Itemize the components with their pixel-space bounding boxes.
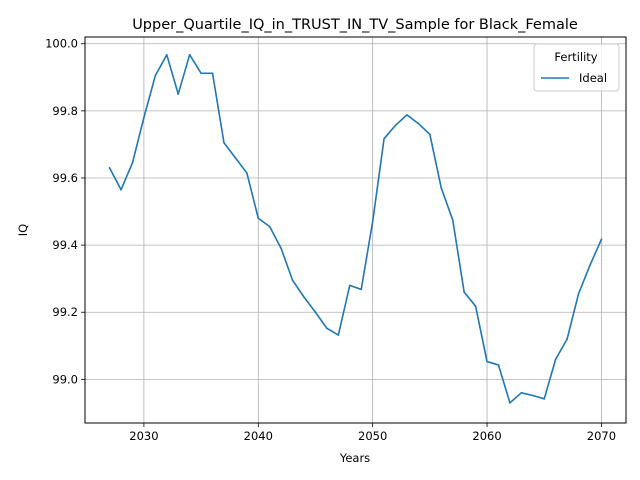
data-point [451, 219, 454, 221]
data-point [463, 291, 465, 293]
data-point [543, 398, 546, 400]
data-point [360, 288, 363, 291]
x-tick-label: 2030 [129, 429, 158, 443]
data-point [211, 72, 214, 75]
data-point [600, 238, 603, 241]
data-point [474, 305, 477, 307]
y-tick-label: 99.4 [52, 238, 78, 252]
data-point [131, 162, 134, 164]
y-tick-label: 99.2 [52, 305, 78, 319]
x-axis-label: Years [339, 451, 370, 465]
series-layer [108, 53, 603, 404]
y-axis-label: IQ [16, 224, 30, 236]
data-point [234, 157, 237, 159]
data-point [554, 358, 557, 361]
data-point [280, 247, 282, 250]
x-axis: 2030 2040 2050 2060 2070 [129, 423, 616, 443]
data-point [417, 122, 420, 125]
data-point [326, 327, 328, 330]
data-point [520, 391, 523, 394]
y-axis: 99.0 99.2 99.4 99.6 99.8 100.0 [45, 37, 85, 386]
data-point [371, 220, 374, 223]
data-point [120, 188, 122, 191]
x-tick-label: 2050 [358, 429, 387, 443]
data-point [291, 279, 294, 282]
data-point [223, 141, 225, 144]
data-point [246, 172, 248, 174]
data-point [531, 394, 534, 397]
y-tick-label: 99.0 [52, 372, 78, 386]
x-tick-label: 2070 [587, 429, 616, 443]
data-point [486, 360, 488, 363]
legend-entry-label: Ideal [579, 71, 607, 85]
data-point [348, 284, 351, 287]
data-point [188, 53, 191, 56]
data-point [337, 334, 340, 336]
data-point [497, 364, 500, 366]
data-point [566, 338, 568, 340]
y-tick-label: 99.6 [52, 171, 78, 185]
legend-title: Fertility [554, 50, 597, 64]
data-point [429, 133, 431, 136]
data-point [303, 296, 305, 298]
data-point [154, 74, 157, 77]
data-point [314, 311, 317, 314]
data-point [509, 402, 511, 404]
y-tick-label: 99.8 [52, 104, 78, 118]
plot-frame [84, 36, 627, 424]
data-point [577, 292, 580, 295]
data-point [257, 217, 260, 220]
data-point [108, 167, 111, 169]
data-point [383, 137, 385, 140]
legend-box [533, 43, 620, 92]
data-point [177, 93, 180, 95]
x-tick-label: 2040 [244, 429, 273, 443]
series-line-ideal [108, 53, 603, 404]
data-point [589, 264, 591, 267]
x-tick-label: 2060 [472, 429, 501, 443]
y-tick-label: 100.0 [45, 37, 78, 51]
data-point [165, 53, 168, 56]
chart-title: Upper_Quartile_IQ_in_TRUST_IN_TV_Sample … [132, 17, 578, 33]
data-point [440, 187, 443, 189]
data-point [268, 225, 271, 228]
data-point [143, 116, 145, 119]
data-point [394, 124, 397, 127]
data-point [200, 72, 202, 75]
data-point [406, 114, 408, 116]
legend: Fertility Ideal [533, 43, 620, 92]
